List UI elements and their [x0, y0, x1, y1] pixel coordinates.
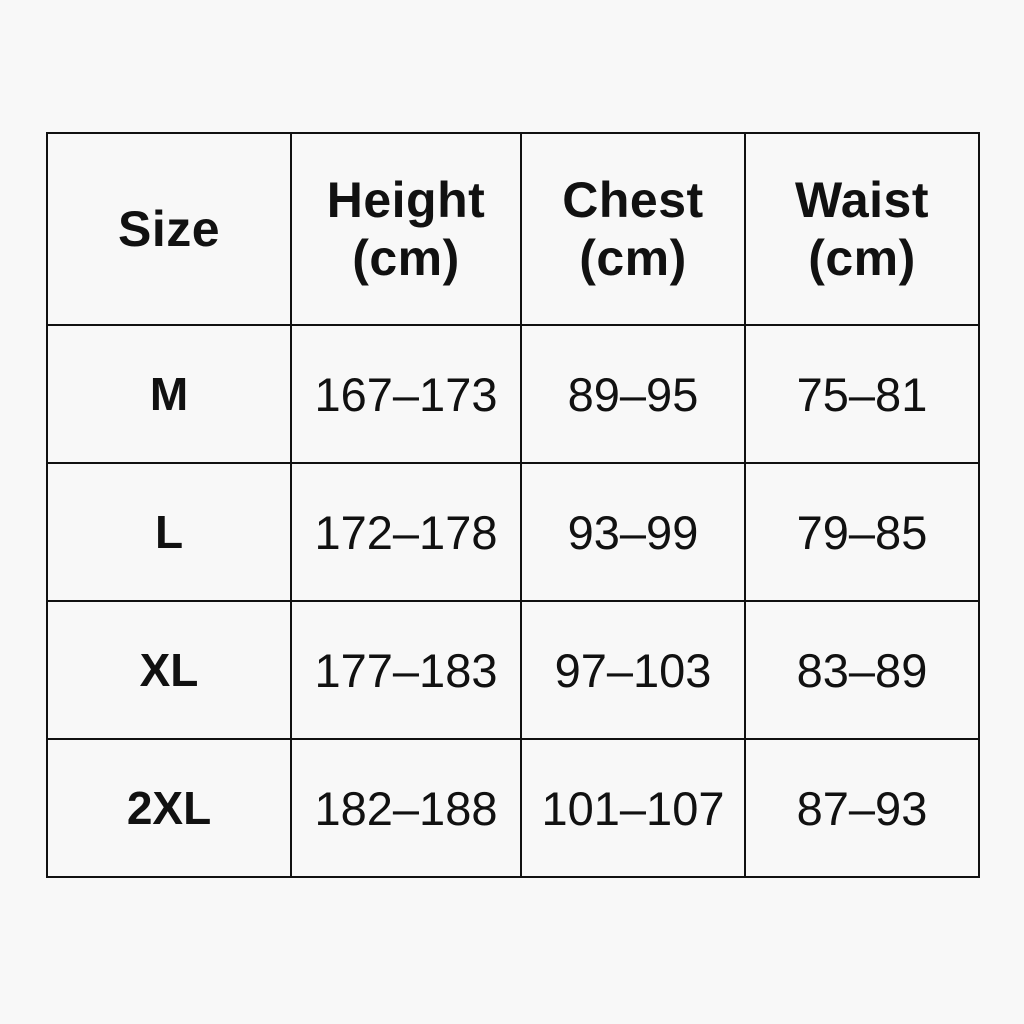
waist-cell: 75–81: [744, 324, 980, 464]
table-row: L 172–178 93–99 79–85: [46, 462, 980, 602]
waist-cell: 83–89: [744, 600, 980, 740]
table-row: XL 177–183 97–103 83–89: [46, 600, 980, 740]
size-chart-table: Size Height (cm) Chest (cm) Waist (cm) M 16…: [46, 132, 980, 878]
header-size: Size: [46, 132, 292, 326]
waist-cell: 87–93: [744, 738, 980, 878]
header-waist: Waist (cm): [744, 132, 980, 326]
chest-cell: 97–103: [520, 600, 746, 740]
waist-cell: 79–85: [744, 462, 980, 602]
size-cell: 2XL: [46, 738, 292, 878]
table-row: 2XL 182–188 101–107 87–93: [46, 738, 980, 878]
header-waist-label: Waist: [795, 172, 929, 228]
chest-cell: 101–107: [520, 738, 746, 878]
chest-cell: 93–99: [520, 462, 746, 602]
header-row: Size Height (cm) Chest (cm) Waist (cm): [46, 132, 980, 326]
header-waist-unit: (cm): [808, 230, 916, 286]
height-cell: 182–188: [290, 738, 522, 878]
height-cell: 177–183: [290, 600, 522, 740]
header-chest-unit: (cm): [579, 230, 687, 286]
header-chest: Chest (cm): [520, 132, 746, 326]
size-cell: M: [46, 324, 292, 464]
header-chest-label: Chest: [562, 172, 704, 228]
height-cell: 167–173: [290, 324, 522, 464]
header-height-unit: (cm): [352, 230, 460, 286]
header-height-label: Height: [326, 172, 486, 228]
height-cell: 172–178: [290, 462, 522, 602]
header-size-label: Size: [117, 201, 221, 257]
size-cell: L: [46, 462, 292, 602]
header-height: Height (cm): [290, 132, 522, 326]
size-cell: XL: [46, 600, 292, 740]
chest-cell: 89–95: [520, 324, 746, 464]
table-row: M 167–173 89–95 75–81: [46, 324, 980, 464]
